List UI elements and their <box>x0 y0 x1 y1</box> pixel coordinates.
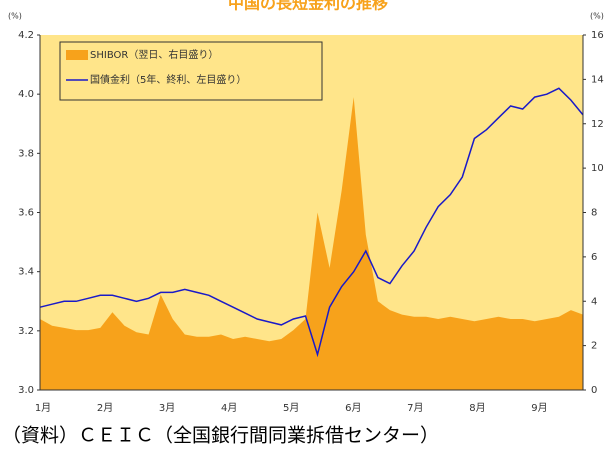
y2-unit: (%) <box>590 12 604 21</box>
y-tick-label: 4.2 <box>18 30 34 41</box>
x-tick-label: 5月 <box>283 402 299 414</box>
legend-box <box>59 41 323 101</box>
y-tick-label: 3.8 <box>18 148 34 159</box>
x-tick-label: 6月 <box>345 402 361 414</box>
legend-label: 国債金利（5年、終利、左目盛り） <box>90 73 246 86</box>
x-tick-label: 9月 <box>531 402 547 414</box>
y2-tick-label: 2 <box>591 341 597 352</box>
x-tick-label: 7月 <box>407 402 423 414</box>
x-tick-label: 3月 <box>159 402 175 414</box>
x-tick-label: 1月 <box>35 402 51 414</box>
y2-tick-label: 4 <box>591 296 597 307</box>
line <box>39 87 584 358</box>
legend-swatch <box>66 50 88 60</box>
y-tick-label: 3.0 <box>18 385 34 396</box>
y-tick-label: 3.2 <box>18 326 34 337</box>
y-tick-label: 3.4 <box>18 267 34 278</box>
source-note: （資料）ＣＥＩＣ（全国銀行間同業拆借センター） <box>2 425 439 447</box>
area <box>40 97 583 390</box>
x-tick-label: 4月 <box>221 402 237 414</box>
legend-label: SHIBOR（翌日、右目盛り） <box>90 48 218 61</box>
y2-tick-label: 14 <box>591 74 604 85</box>
y-tick-label: 3.6 <box>18 208 34 219</box>
y2-tick-label: 16 <box>591 30 604 41</box>
y-unit: (%) <box>8 12 22 21</box>
y2-tick-label: 10 <box>591 163 604 174</box>
x-tick-label: 8月 <box>469 402 485 414</box>
y-tick-label: 4.0 <box>18 89 34 100</box>
y2-tick-label: 12 <box>591 119 604 130</box>
y2-tick-label: 8 <box>591 208 597 219</box>
x-tick-label: 2月 <box>97 402 113 414</box>
y2-tick-label: 0 <box>591 385 597 396</box>
y2-tick-label: 6 <box>591 252 597 263</box>
chart-title: 中国の長短金利の推移 <box>228 0 388 13</box>
